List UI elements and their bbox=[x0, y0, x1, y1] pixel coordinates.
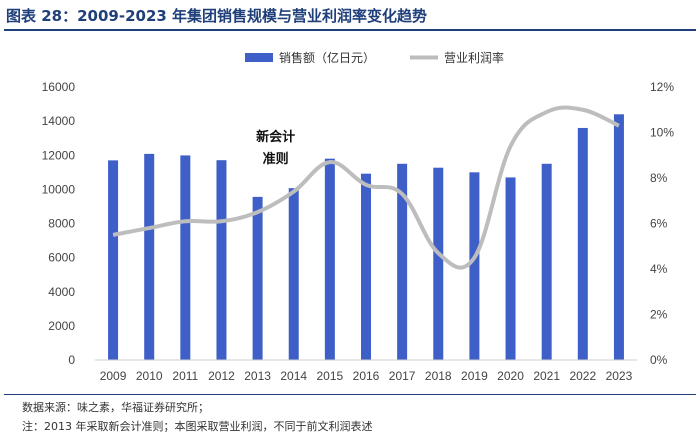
bar-2021 bbox=[541, 163, 552, 360]
left-axis-ticks: 0 2000 4000 6000 8000 10000 12000 14000 16000 bbox=[42, 80, 76, 367]
x-tick-label: 2011 bbox=[172, 369, 198, 383]
bar-2019 bbox=[469, 172, 480, 360]
bar-2022 bbox=[577, 127, 588, 360]
x-tick-label: 2015 bbox=[317, 369, 344, 383]
legend-swatch-sales bbox=[245, 53, 273, 62]
x-tick-label: 2018 bbox=[425, 369, 452, 383]
x-tick-label: 2023 bbox=[606, 369, 633, 383]
title-divider bbox=[4, 29, 696, 31]
bar-2013 bbox=[252, 196, 263, 360]
x-tick-label: 2010 bbox=[136, 369, 163, 383]
left-tick-label: 6000 bbox=[48, 251, 75, 265]
left-tick-label: 8000 bbox=[48, 217, 75, 231]
bar-2016 bbox=[361, 173, 371, 360]
bar-2010 bbox=[144, 153, 155, 360]
bar-2014 bbox=[288, 188, 299, 360]
x-tick-label: 2016 bbox=[353, 369, 380, 383]
bar-2015 bbox=[324, 158, 335, 360]
method-note: 注：2013 年采取新会计准则；本图采取营业利润，不同于前文利润表述 bbox=[22, 420, 373, 433]
bar-2009 bbox=[108, 160, 119, 360]
x-tick-label: 2013 bbox=[244, 369, 271, 383]
sales-and-margin-chart: 销售额（亿日元） 营业利润率 0 2000 4000 6000 8000 10000 120… bbox=[42, 50, 675, 383]
footer-divider bbox=[4, 394, 696, 395]
bar-2023 bbox=[613, 114, 624, 360]
left-tick-label: 0 bbox=[68, 353, 75, 367]
left-tick-label: 10000 bbox=[42, 182, 76, 196]
margin-line bbox=[112, 105, 620, 270]
right-axis-ticks: 0% 2% 4% 6% 8% 10% 12% bbox=[650, 80, 674, 367]
x-tick-label: 2021 bbox=[533, 369, 560, 383]
bar-2012 bbox=[216, 160, 227, 360]
right-tick-label: 2% bbox=[650, 308, 668, 322]
x-tick-label: 2009 bbox=[100, 369, 127, 383]
annotation-line-1: 新会计 bbox=[256, 129, 295, 145]
bar-2020 bbox=[505, 177, 516, 360]
right-tick-label: 10% bbox=[650, 126, 674, 140]
x-tick-label: 2019 bbox=[461, 369, 488, 383]
x-tick-label: 2020 bbox=[497, 369, 524, 383]
annotation-line-2: 准则 bbox=[263, 151, 289, 167]
legend: 销售额（亿日元） 营业利润率 bbox=[245, 50, 504, 65]
bar-2018 bbox=[433, 167, 444, 360]
annotation: 新会计 准则 bbox=[256, 129, 295, 167]
left-tick-label: 12000 bbox=[42, 148, 76, 162]
left-tick-label: 14000 bbox=[42, 114, 76, 128]
right-tick-label: 4% bbox=[650, 262, 668, 276]
legend-label-sales: 销售额（亿日元） bbox=[279, 50, 375, 65]
left-tick-label: 4000 bbox=[48, 285, 75, 299]
source-note: 数据来源：味之素，华福证券研究所； bbox=[22, 401, 209, 414]
left-tick-label: 16000 bbox=[42, 80, 76, 94]
chart-title: 图表 28：2009-2023 年集团销售规模与营业利润率变化趋势 bbox=[6, 7, 428, 25]
legend-label-margin: 营业利润率 bbox=[444, 50, 504, 65]
x-axis-ticks: 2009 2010 2011 2012 2013 2014 2015 2016 2017 2018… bbox=[100, 369, 633, 383]
right-tick-label: 12% bbox=[650, 80, 674, 94]
line-series bbox=[112, 105, 620, 270]
right-tick-label: 8% bbox=[650, 171, 668, 185]
x-tick-label: 2022 bbox=[569, 369, 596, 383]
right-tick-label: 6% bbox=[650, 217, 668, 231]
bar-2011 bbox=[180, 155, 191, 360]
right-tick-label: 0% bbox=[650, 353, 668, 367]
left-tick-label: 2000 bbox=[48, 319, 75, 333]
x-tick-label: 2017 bbox=[389, 369, 416, 383]
bar-2017 bbox=[397, 163, 408, 360]
x-tick-label: 2012 bbox=[208, 369, 235, 383]
x-tick-label: 2014 bbox=[280, 369, 307, 383]
bar-series bbox=[108, 114, 624, 360]
